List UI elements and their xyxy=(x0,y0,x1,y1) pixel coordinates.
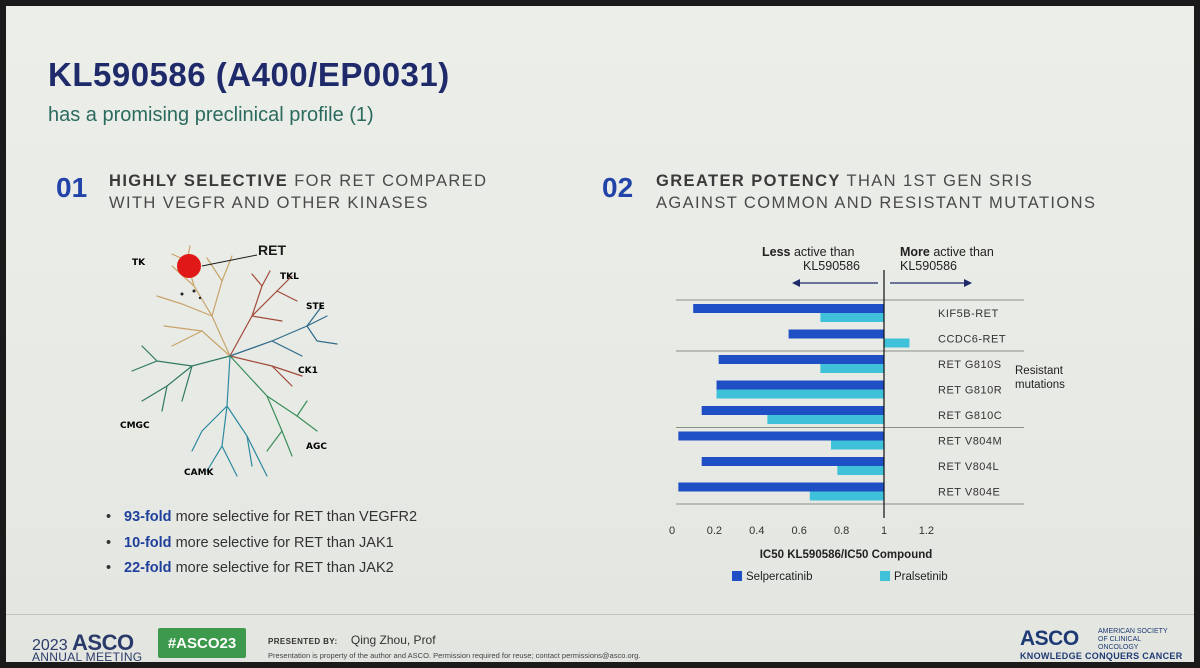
asco-wordmark: ASCO xyxy=(72,630,134,655)
bar-pralsetinib xyxy=(767,415,884,424)
hashtag-badge: #ASCO23 xyxy=(158,628,246,658)
x-tick-label: 0.6 xyxy=(792,525,807,537)
presented-by-label: PRESENTED BY: xyxy=(268,637,338,646)
bar-selpercatinib xyxy=(678,482,884,492)
asco-meeting-logo: 2023 ASCO xyxy=(32,630,134,656)
section-2-heading-rest: THAN 1ST GEN SRIs xyxy=(846,172,1034,190)
ret-label: RET xyxy=(258,242,286,258)
section-2-heading: GREATER POTENCY THAN 1ST GEN SRIs AGAINS… xyxy=(656,170,1096,214)
x-tick-label: 0.2 xyxy=(707,525,722,537)
bar-pralsetinib xyxy=(809,491,884,501)
right-arrow-head xyxy=(964,279,972,287)
bar-selpercatinib xyxy=(678,431,884,441)
potency-bar-chart: KIF5B-RET CCDC6-RET RET G810S RET G810R RET … xyxy=(669,245,1065,583)
group-label-ste: STE xyxy=(306,302,325,312)
bar-selpercatinib xyxy=(701,406,884,415)
bar-selpercatinib xyxy=(701,457,884,466)
bar-pralsetinib xyxy=(820,364,884,373)
asco-society-name: AMERICAN SOCIETY OF CLINICAL ONCOLOGY xyxy=(1098,628,1168,651)
ret-pointer-line xyxy=(201,254,258,267)
bullet-text: more selective for RET than JAK2 xyxy=(175,560,394,576)
bar-pralsetinib xyxy=(831,440,884,450)
legend-swatch-selpercatinib xyxy=(732,571,742,581)
left-annotation-line1: Less active than xyxy=(762,245,854,259)
group-label-tkl: TKL xyxy=(280,272,299,282)
left-annotation-line2: KL590586 xyxy=(803,259,860,273)
group-label-tk: TK xyxy=(132,258,146,268)
group-label-cmgc: CMGC xyxy=(120,421,150,431)
bullet-fold: 93-fold xyxy=(124,509,172,525)
section-1-heading-bold: HIGHLY SELECTIVE xyxy=(109,172,289,190)
asco-logo-right: ASCO xyxy=(1020,627,1079,650)
bullet-item: 93-fold more selective for RET than VEGF… xyxy=(106,509,417,525)
category-label: RET G810R xyxy=(938,385,1002,397)
bar-pralsetinib xyxy=(837,466,884,475)
bar-pralsetinib xyxy=(820,313,884,322)
category-label: RET V804M xyxy=(938,436,1002,448)
section-1-heading: HIGHLY SELECTIVE FOR RET COMPARED WITH V… xyxy=(109,170,487,214)
x-axis-label: IC50 KL590586/IC50 Compound xyxy=(760,549,933,561)
bar-pralsetinib xyxy=(884,338,910,348)
ret-marker xyxy=(177,254,201,278)
legend-label-selpercatinib: Selpercatinib xyxy=(746,571,812,583)
bullet-text: more selective for RET than JAK1 xyxy=(175,534,394,551)
group-label-ck1: CK1 xyxy=(298,366,318,376)
bullet-text: more selective for RET than VEGFR2 xyxy=(175,509,418,525)
legend-label-pralsetinib: Pralsetinib xyxy=(894,571,948,583)
section-2-number: 02 xyxy=(602,172,634,203)
section-2-heading-bold: GREATER POTENCY xyxy=(656,172,841,190)
category-label: KIF5B-RET xyxy=(938,308,999,320)
section-2-heading-line2: AGAINST COMMON AND RESISTANT MUTATIONS xyxy=(656,194,1097,212)
ste-branches xyxy=(229,305,338,357)
presenter-line: PRESENTED BY: Qing Zhou, Prof xyxy=(268,633,436,647)
slide: KL590586 (A400/EP0031) has a promising p… xyxy=(6,6,1194,662)
ck1-branches xyxy=(229,355,303,387)
x-tick-label: 0.8 xyxy=(834,525,849,537)
bullet-item: 22-fold more selective for RET than JAK2 xyxy=(106,560,417,576)
category-label: RET G810S xyxy=(938,359,1002,371)
right-annotation-line1: More active than xyxy=(900,245,994,259)
bullet-item: 10-fold more selective for RET than JAK1 xyxy=(106,535,417,551)
category-label: RET V804E xyxy=(938,487,1000,499)
presenter-name: Qing Zhou, Prof xyxy=(350,633,436,647)
left-arrow-head xyxy=(792,279,800,287)
section-1-number: 01 xyxy=(56,172,88,203)
annual-meeting-label: ANNUAL MEETING xyxy=(32,650,143,662)
section-1-heading-rest: FOR RET COMPARED xyxy=(294,172,488,190)
group-label-agc: AGC xyxy=(306,442,327,452)
x-tick-label: 1.2 xyxy=(919,525,934,537)
selectivity-bullets: 93-fold more selective for RET than VEGF… xyxy=(106,509,417,586)
group-label-line1: Resistant xyxy=(1015,365,1064,377)
bullet-fold: 22-fold xyxy=(124,560,172,576)
property-notice: Presentation is property of the author a… xyxy=(268,651,641,660)
kinome-tree: TK TKL STE CK1 CMGC AGC CAMK xyxy=(102,236,382,496)
x-tick-label: 0.4 xyxy=(749,525,764,537)
slide-title: KL590586 (A400/EP0031) xyxy=(48,56,450,93)
kinome-tree-svg xyxy=(131,245,338,477)
bar-selpercatinib xyxy=(716,380,884,390)
cmgc-branches xyxy=(131,345,231,412)
category-label: CCDC6-RET xyxy=(938,334,1006,346)
bullet-fold: 10-fold xyxy=(124,534,172,551)
legend-swatch-pralsetinib xyxy=(880,571,890,581)
section-1-heading-line2: WITH VEGFR AND OTHER KINASES xyxy=(109,194,429,212)
footer-divider xyxy=(6,614,1194,615)
group-label-camk: CAMK xyxy=(184,468,214,478)
bar-selpercatinib xyxy=(718,355,884,364)
bar-selpercatinib xyxy=(788,329,884,339)
bar-selpercatinib xyxy=(693,304,884,313)
camk-branches xyxy=(191,355,268,477)
category-label: RET G810C xyxy=(938,410,1002,422)
asco-tagline: KNOWLEDGE CONQUERS CANCER xyxy=(1020,651,1183,661)
agc-branches xyxy=(229,355,318,457)
asco-year: 2023 xyxy=(32,637,68,654)
tkl-branches xyxy=(229,270,298,357)
group-label-line2: mutations xyxy=(1015,379,1065,391)
bar-pralsetinib xyxy=(716,389,884,399)
slide-subtitle: has a promising preclinical profile (1) xyxy=(48,104,374,126)
x-tick-label: 1 xyxy=(881,525,887,537)
category-label: RET V804L xyxy=(938,461,999,473)
x-tick-label: 0 xyxy=(669,525,675,537)
right-annotation-line2: KL590586 xyxy=(900,259,957,273)
